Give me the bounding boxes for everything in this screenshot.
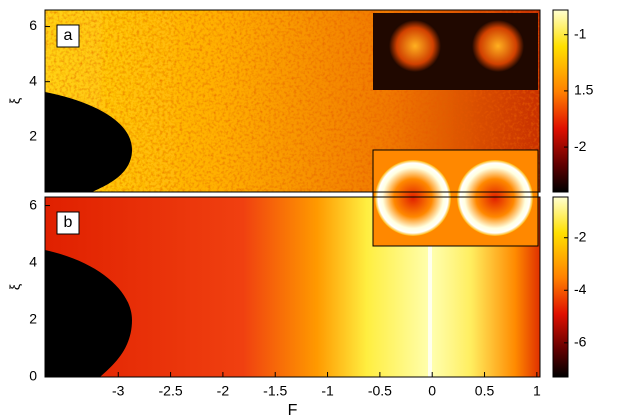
colorbar-tick-label: -1 [574, 25, 587, 41]
x-tick-label: 1 [533, 383, 541, 399]
y-tick-label: 6 [29, 196, 37, 212]
y-tick-label: 2 [29, 128, 37, 144]
colorbar-tick-label: -2 [574, 138, 587, 154]
heatmap-a [45, 10, 540, 192]
colorbar-tick-label: -6 [574, 334, 587, 350]
x-tick-label: -3 [112, 383, 125, 399]
y-axis-label: ξ [7, 284, 23, 290]
colorbar-tick-label: 1.5 [574, 82, 594, 98]
colorbar-tick-label: -2 [574, 228, 587, 244]
y-tick-label: 4 [29, 72, 37, 88]
x-axis-label: F [288, 402, 298, 419]
colorbar-tick-label: -4 [574, 281, 587, 297]
plot-frame [44, 196, 541, 378]
x-tick-label: -2.5 [159, 383, 183, 399]
x-tick-label: -1 [321, 383, 334, 399]
heatmap-b [45, 149, 540, 377]
x-tick-label: 0.5 [475, 383, 495, 399]
x-tick-label: 0 [428, 383, 436, 399]
colorbar [552, 9, 569, 193]
panel-label: a [64, 27, 73, 44]
y-tick-label: 0 [29, 368, 37, 384]
colorbar [552, 196, 569, 378]
y-tick-label: 6 [29, 17, 37, 33]
y-axis-label: ξ [7, 98, 23, 104]
panel-label-box [56, 24, 80, 48]
panel-label: b [64, 214, 73, 231]
x-tick-label: -2 [217, 383, 230, 399]
x-tick-label: -0.5 [368, 383, 392, 399]
y-tick-label: 2 [29, 311, 37, 327]
x-tick-label: -1.5 [263, 383, 287, 399]
plot-frame [44, 9, 541, 193]
y-tick-label: 4 [29, 253, 37, 269]
panel-label-box [56, 211, 80, 235]
